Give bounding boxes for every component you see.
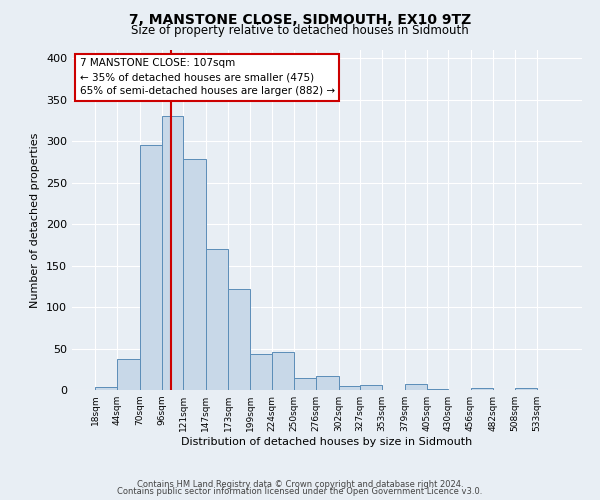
Text: 7, MANSTONE CLOSE, SIDMOUTH, EX10 9TZ: 7, MANSTONE CLOSE, SIDMOUTH, EX10 9TZ	[129, 12, 471, 26]
Bar	[206, 249, 228, 390]
Bar	[360, 385, 382, 390]
Text: Size of property relative to detached houses in Sidmouth: Size of property relative to detached ho…	[131, 24, 469, 37]
Bar	[184, 160, 206, 390]
Bar	[316, 376, 338, 390]
Bar	[250, 354, 272, 390]
Bar	[338, 386, 360, 390]
Bar	[162, 116, 184, 390]
Text: Contains HM Land Registry data © Crown copyright and database right 2024.: Contains HM Land Registry data © Crown c…	[137, 480, 463, 489]
Bar	[140, 144, 162, 390]
Bar	[118, 360, 140, 390]
Text: Contains public sector information licensed under the Open Government Licence v3: Contains public sector information licen…	[118, 487, 482, 496]
Bar	[427, 389, 448, 390]
Y-axis label: Number of detached properties: Number of detached properties	[31, 132, 40, 308]
Bar	[294, 378, 316, 390]
X-axis label: Distribution of detached houses by size in Sidmouth: Distribution of detached houses by size …	[181, 437, 473, 447]
Bar	[228, 289, 250, 390]
Bar	[272, 352, 294, 390]
Bar	[95, 386, 118, 390]
Bar	[515, 388, 536, 390]
Bar	[404, 384, 427, 390]
Text: 7 MANSTONE CLOSE: 107sqm
← 35% of detached houses are smaller (475)
65% of semi-: 7 MANSTONE CLOSE: 107sqm ← 35% of detach…	[80, 58, 335, 96]
Bar	[470, 388, 493, 390]
